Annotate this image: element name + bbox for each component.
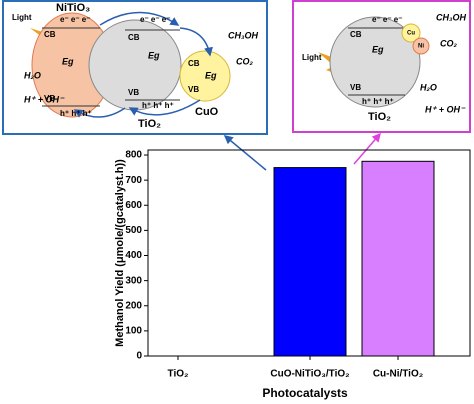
y-tick-label: 600 bbox=[125, 200, 142, 211]
label: VB bbox=[350, 83, 361, 92]
label: h⁺ h⁺ h⁺ bbox=[362, 97, 394, 106]
label: VB bbox=[128, 88, 139, 97]
label: e⁻ e⁻ e⁻ bbox=[372, 15, 402, 24]
y-tick-label: 700 bbox=[125, 175, 142, 186]
bar bbox=[361, 160, 435, 357]
label: CH₃OH bbox=[228, 30, 258, 40]
diagram-right: Light CB VB Eg e⁻ e⁻ e⁻ h⁺ h⁺ h⁺ TiO₂ Cu… bbox=[292, 0, 471, 133]
ni-circle bbox=[412, 37, 430, 55]
diagram-left: Light NiTiO₃ CB VB Eg e⁻ e⁻ e⁻ h⁺ h⁺ h⁺ … bbox=[2, 0, 268, 135]
label: H₂O bbox=[24, 70, 41, 80]
label: CB bbox=[44, 30, 56, 39]
label: Eg bbox=[148, 50, 160, 60]
label: Cu bbox=[407, 31, 415, 37]
label: Eg bbox=[62, 56, 74, 66]
y-tick-label: 500 bbox=[125, 225, 142, 236]
x-tick-label: TiO₂ bbox=[168, 369, 189, 380]
connector bbox=[223, 135, 267, 171]
cu-circle bbox=[401, 23, 421, 43]
y-tick-label: 300 bbox=[125, 275, 142, 286]
label: h⁺ h⁺ h⁺ bbox=[60, 109, 92, 118]
label: Light bbox=[302, 53, 322, 62]
label: CB bbox=[128, 33, 140, 42]
label: CO₂ bbox=[440, 38, 458, 48]
label: h⁺ h⁺ h⁺ bbox=[142, 101, 174, 110]
label: Ni bbox=[418, 44, 424, 50]
y-tick-label: 100 bbox=[125, 326, 142, 337]
label: Light bbox=[12, 13, 32, 22]
y-tick-label: 800 bbox=[125, 150, 142, 161]
arrow bbox=[73, 107, 126, 118]
label: CB bbox=[350, 30, 362, 39]
label: CuO bbox=[195, 106, 219, 118]
label: VB bbox=[44, 94, 55, 103]
x-tick-label: CuO-NiTiO₃/TiO₂ bbox=[270, 369, 349, 380]
label: TiO₂ bbox=[368, 111, 391, 123]
label: NiTiO₃ bbox=[56, 2, 90, 14]
x-tick-label: Cu-Ni/TiO₂ bbox=[373, 369, 423, 380]
label: H⁺ + OH⁻ bbox=[425, 104, 466, 114]
label: H⁺ + OH⁻ bbox=[24, 94, 65, 104]
y-tick-label: 200 bbox=[125, 300, 142, 311]
connector bbox=[353, 132, 381, 165]
y-tick-label: 0 bbox=[136, 351, 142, 362]
arrow bbox=[179, 27, 213, 57]
y-tick-label: 400 bbox=[125, 250, 142, 261]
arrow bbox=[99, 11, 180, 26]
x-axis-label: Photocatalysts bbox=[262, 386, 348, 400]
label: Eg bbox=[372, 44, 384, 54]
label: e⁻ e⁻ e⁻ bbox=[60, 15, 90, 24]
y-axis-label: Methanol Yield (μmole/(gcatalyst.h)) bbox=[114, 159, 126, 347]
label: H₂O bbox=[420, 82, 437, 92]
label: TiO₂ bbox=[138, 118, 161, 130]
bar bbox=[273, 167, 347, 357]
label: CH₃OH bbox=[436, 12, 466, 22]
lightning bbox=[318, 52, 352, 80]
label: e⁻ e⁻ e⁻ bbox=[140, 15, 170, 24]
tio2-circle bbox=[329, 16, 421, 108]
label: CB bbox=[188, 59, 200, 68]
label: CO₂ bbox=[236, 56, 254, 66]
label: Eg bbox=[205, 70, 217, 80]
arrow bbox=[128, 99, 201, 116]
label: VB bbox=[188, 85, 199, 94]
